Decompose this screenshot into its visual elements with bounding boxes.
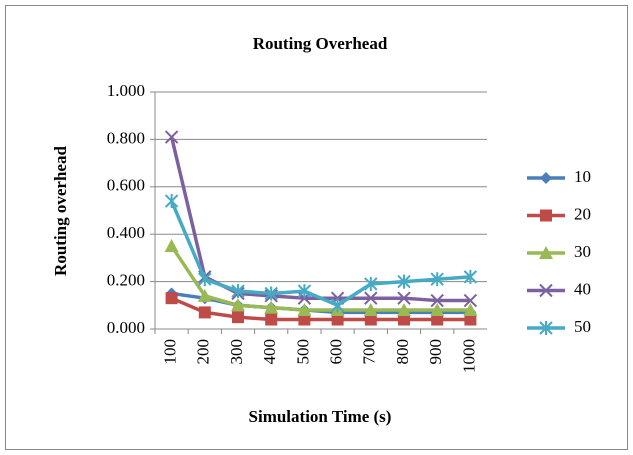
marker <box>397 274 411 289</box>
marker <box>297 303 312 317</box>
y-tick-label: 0.800 <box>107 128 145 147</box>
marker <box>430 272 444 287</box>
marker <box>539 283 553 298</box>
marker <box>463 303 478 317</box>
x-tick-label: 700 <box>360 339 379 365</box>
marker <box>232 311 244 324</box>
marker <box>164 130 179 144</box>
y-tick-label: 0.000 <box>107 318 145 337</box>
x-tick-label: 100 <box>161 339 180 365</box>
marker <box>298 313 311 326</box>
marker <box>264 286 278 301</box>
marker <box>363 303 378 317</box>
marker <box>165 292 178 305</box>
marker <box>330 298 345 313</box>
legend-label: 50 <box>574 317 591 336</box>
marker <box>464 313 477 326</box>
chart-border <box>5 5 628 450</box>
marker <box>164 239 179 253</box>
legend-label: 10 <box>574 167 591 186</box>
marker <box>265 313 278 326</box>
x-tick-label: 200 <box>194 339 213 365</box>
marker <box>539 321 553 335</box>
marker <box>264 300 279 314</box>
y-tick-label: 1.000 <box>107 81 145 100</box>
marker <box>331 313 344 326</box>
marker <box>397 291 411 305</box>
marker <box>431 313 444 326</box>
marker <box>198 306 211 319</box>
marker <box>364 313 377 326</box>
marker <box>364 291 378 305</box>
legend-label: 40 <box>574 279 591 298</box>
x-axis-title: Simulation Time (s) <box>249 407 392 426</box>
series-line <box>170 296 471 322</box>
chart-title: Routing Overhead <box>253 34 388 53</box>
marker <box>198 272 212 287</box>
marker <box>164 194 179 209</box>
x-tick-label: 400 <box>260 339 279 365</box>
y-tick-label: 0.200 <box>107 271 145 290</box>
marker <box>540 209 552 222</box>
marker <box>197 288 212 302</box>
marker <box>398 313 410 326</box>
x-tick-label: 900 <box>426 339 445 365</box>
y-tick-label: 0.600 <box>107 176 145 195</box>
x-tick-label: 500 <box>293 339 312 365</box>
marker <box>231 298 245 312</box>
x-tick-label: 800 <box>393 339 412 365</box>
y-tick-label: 0.400 <box>107 223 145 242</box>
marker <box>463 269 478 284</box>
legend-label: 30 <box>574 242 591 261</box>
marker <box>297 284 312 299</box>
marker <box>540 172 552 184</box>
series-line <box>170 245 471 312</box>
marker <box>463 293 478 308</box>
marker <box>539 246 553 259</box>
series-line <box>169 200 471 308</box>
marker <box>364 276 378 291</box>
y-axis-title: Routing overhead <box>51 146 70 276</box>
marker <box>231 284 245 299</box>
x-tick-label: 300 <box>227 339 246 365</box>
marker <box>430 303 445 317</box>
x-tick-label: 600 <box>327 339 346 365</box>
x-tick-label: 1000 <box>459 339 478 373</box>
marker <box>397 303 411 317</box>
legend-label: 20 <box>574 204 591 223</box>
marker <box>430 293 444 308</box>
